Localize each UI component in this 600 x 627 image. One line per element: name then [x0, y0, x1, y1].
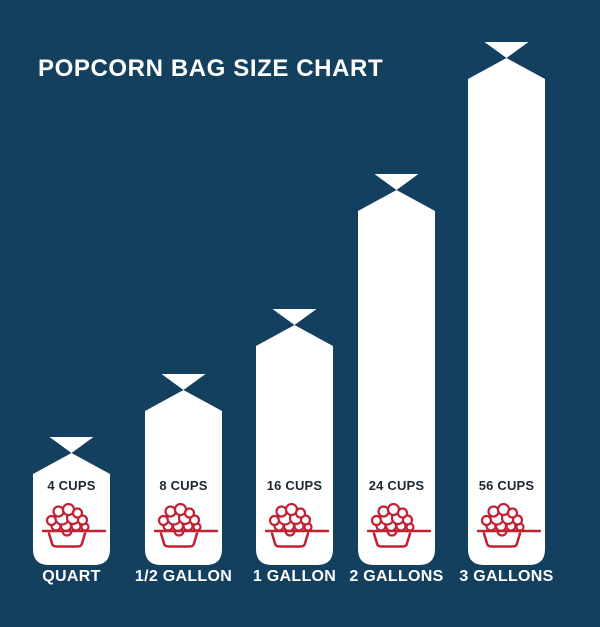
bag-size-label: 1 GALLON — [252, 568, 337, 585]
popcorn-puff — [487, 505, 500, 518]
bag-twist-top — [49, 437, 94, 453]
page-title: POPCORN BAG SIZE CHART — [38, 55, 384, 82]
popcorn-puff — [396, 507, 409, 519]
scoop-notch — [386, 530, 398, 537]
bag-twist-top — [161, 374, 206, 390]
popcorn-bowl-icon — [265, 503, 329, 548]
popcorn-bag: 24 CUPS — [358, 174, 435, 565]
popcorn-bowl-icon — [367, 503, 431, 548]
bag-size-label: 3 GALLONS — [459, 568, 554, 585]
popcorn-bowl-icon — [42, 503, 106, 548]
popcorn-bag-shape — [358, 174, 435, 565]
scoop-notch — [61, 530, 73, 537]
popcorn-bag: 4 CUPS — [33, 437, 110, 565]
bag-cups-label: 56 CUPS — [478, 478, 535, 493]
popcorn-puff — [164, 505, 177, 518]
bag-body — [468, 58, 545, 565]
bag-twist-top — [374, 174, 419, 190]
popcorn-puff — [71, 507, 84, 519]
scoop-bowl — [482, 532, 522, 548]
bag-size-label: QUART — [42, 568, 101, 585]
scoop-notch — [284, 530, 296, 537]
popcorn-bag: 8 CUPS — [145, 374, 222, 565]
scoop-bowl — [159, 532, 199, 548]
bag-cups-label: 8 CUPS — [159, 478, 208, 493]
popcorn-bowl-icon — [154, 503, 218, 548]
popcorn-bag: 16 CUPS — [256, 309, 333, 565]
popcorn-bag: 56 CUPS — [468, 42, 545, 565]
popcorn-puff — [294, 507, 307, 519]
popcorn-bag-shape — [256, 309, 333, 565]
bag-cups-label: 4 CUPS — [47, 478, 96, 493]
bag-size-label: 1/2 GALLON — [134, 568, 233, 585]
popcorn-puff — [506, 507, 519, 519]
bag-cups-label: 24 CUPS — [368, 478, 425, 493]
bag-cups-label: 16 CUPS — [266, 478, 323, 493]
scoop-bowl — [372, 532, 412, 548]
popcorn-bowl-icon — [477, 503, 541, 548]
scoop-bowl — [47, 532, 87, 548]
popcorn-bag-shape — [468, 42, 545, 565]
popcorn-puff — [52, 505, 65, 518]
popcorn-puff — [377, 505, 390, 518]
popcorn-puff — [275, 505, 288, 518]
scoop-notch — [173, 530, 185, 537]
bag-twist-top — [484, 42, 529, 58]
bag-twist-top — [272, 309, 317, 325]
popcorn-puff — [183, 507, 196, 519]
bag-body — [256, 325, 333, 565]
bag-size-label: 2 GALLONS — [349, 568, 444, 585]
bag-body — [358, 190, 435, 565]
scoop-notch — [496, 530, 508, 537]
scoop-bowl — [270, 532, 310, 548]
